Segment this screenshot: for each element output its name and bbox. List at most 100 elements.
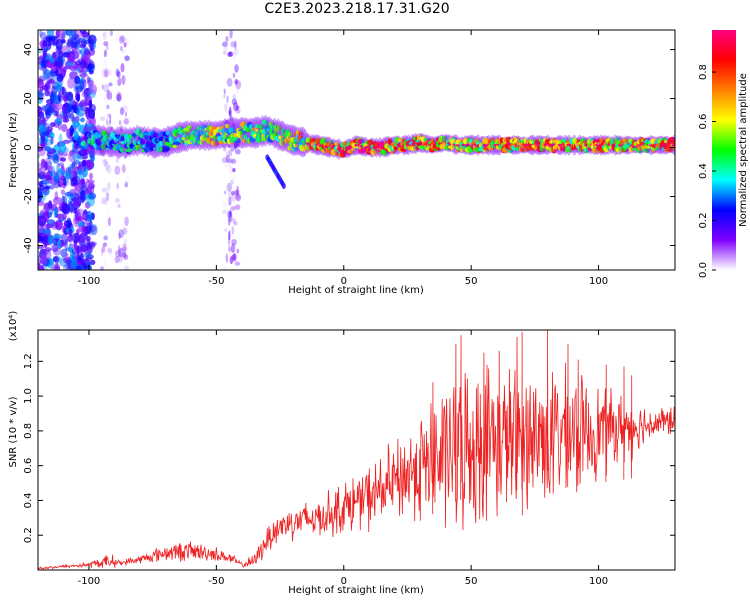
spectrogram-speckle xyxy=(79,73,89,78)
spectrogram-streak xyxy=(228,247,233,253)
spectrogram-speckle xyxy=(38,61,45,71)
spectrogram-speckle xyxy=(38,226,46,232)
spectrogram-y-tick-label: 20 xyxy=(23,92,34,105)
spectrogram-streak xyxy=(103,158,108,167)
spectrogram-speckle xyxy=(51,221,59,231)
spectrogram-speckle xyxy=(45,138,53,146)
spectrogram-speckle xyxy=(57,162,65,167)
spectrogram-streak xyxy=(105,69,112,77)
spectrogram-speckle xyxy=(89,172,93,180)
snr-x-tick-label: 0 xyxy=(341,576,347,587)
spectrogram-speckle xyxy=(82,165,89,176)
snr-y-ticks: 0.2 0.4 0.6 0.8 1.0 1.2 xyxy=(23,353,675,543)
spectrogram-speckle xyxy=(56,73,64,83)
spectrogram-streak xyxy=(221,41,228,47)
spectrogram-streak xyxy=(225,35,229,43)
spectrogram-streak xyxy=(116,91,122,102)
spectrogram-speckle xyxy=(62,104,69,112)
spectrogram-speckle xyxy=(67,77,75,89)
snr-y-tick-label: 0.2 xyxy=(23,527,34,543)
spectrogram-speckle xyxy=(40,139,45,151)
spectrogram-ridge-cell xyxy=(628,146,634,153)
spectrogram-streak xyxy=(103,68,109,78)
spectrogram-speckle xyxy=(57,206,62,212)
spectrogram-streak xyxy=(115,79,122,86)
spectrogram-speckle xyxy=(60,248,68,258)
spectrogram-speckle xyxy=(38,105,43,117)
spectrogram-speckle xyxy=(62,111,66,123)
spectrogram-speckle xyxy=(54,174,60,181)
snr-y-tick-label: 0.8 xyxy=(23,423,34,439)
spectrogram-streak xyxy=(231,158,237,165)
spectrogram-speckle xyxy=(72,176,81,186)
spectrogram-streak xyxy=(227,210,232,219)
spectrogram-marks xyxy=(38,30,675,270)
spectrogram-streak xyxy=(116,89,121,100)
spectrogram-speckle xyxy=(69,188,77,195)
spectrogram-speckle xyxy=(76,208,84,218)
spectrogram-ridge-cell xyxy=(387,138,392,145)
spectrogram-speckle xyxy=(75,67,80,74)
spectrogram-y-axis-label: Frequency (Hz) xyxy=(8,112,19,188)
spectrogram-streak xyxy=(228,149,233,157)
spectrogram-streak xyxy=(110,92,113,101)
spectrogram-ridge-cell xyxy=(261,119,269,125)
spectrogram-speckle xyxy=(61,203,71,215)
spectrogram-speckle xyxy=(51,244,59,253)
spectrogram-y-tick-label: -40 xyxy=(23,237,34,253)
spectrogram-streak xyxy=(232,72,235,78)
spectrogram-ridge-cell xyxy=(97,140,103,145)
snr-y-axis-label: SNR (10 * v/v) xyxy=(8,396,19,467)
spectrogram-speckle xyxy=(44,229,52,235)
spectrogram-speckle xyxy=(88,63,95,70)
spectrogram-ridge-cell xyxy=(334,141,340,146)
spectrogram-speckle xyxy=(73,207,78,214)
spectrogram-speckle xyxy=(83,88,88,98)
spectrogram-speckle xyxy=(63,147,69,153)
spectrogram-streak xyxy=(236,87,239,95)
spectrogram-speckle xyxy=(87,183,95,190)
spectrogram-speckle xyxy=(38,167,47,175)
spectrogram-ridge-cell xyxy=(367,139,374,146)
spectrogram-panel: -100 -50 0 50 100 -40 -20 0 20 40 Height of stra… xyxy=(8,29,676,296)
spectrogram-speckle xyxy=(55,84,63,93)
spectrogram-speckle xyxy=(46,126,54,132)
spectrogram-streak xyxy=(229,107,233,114)
spectrogram-streak xyxy=(228,164,234,175)
spectrogram-speckle xyxy=(71,30,77,38)
spectrogram-speckle xyxy=(58,30,66,40)
spectrogram-streak xyxy=(226,77,233,87)
spectrogram-y-tick-label: 0 xyxy=(23,144,34,150)
page-title: C2E3.2023.218.17.31.G20 xyxy=(264,1,450,17)
spectrogram-streak xyxy=(106,113,111,118)
spectrogram-speckle xyxy=(55,219,63,231)
spectrogram-ridge-cell xyxy=(242,138,247,144)
spectrogram-streak xyxy=(102,242,108,247)
spectrogram-speckle xyxy=(55,256,62,264)
spectrogram-speckle xyxy=(42,40,48,47)
spectrogram-speckle xyxy=(81,159,87,166)
spectrogram-streak xyxy=(223,46,228,51)
spectrogram-speckle xyxy=(47,165,53,172)
snr-y-tick-label: 1.0 xyxy=(23,388,34,404)
spectrogram-streak xyxy=(236,248,240,254)
spectrogram-speckle xyxy=(50,136,54,145)
spectrogram-streak xyxy=(116,182,119,190)
spectrogram-speckle xyxy=(76,37,83,45)
spectrogram-streak xyxy=(108,120,112,126)
spectrogram-speckle xyxy=(84,167,89,172)
spectrogram-speckle xyxy=(69,112,74,119)
spectrogram-speckle xyxy=(88,242,95,250)
colorbar-tick-label: 0.4 xyxy=(698,163,709,179)
spectrogram-speckle xyxy=(44,174,52,181)
spectrogram-speckle xyxy=(72,207,78,214)
spectrogram-streak xyxy=(123,118,130,125)
spectrogram-speckle xyxy=(47,160,53,166)
spectrogram-speckle xyxy=(45,249,52,261)
spectrogram-speckle xyxy=(85,188,92,195)
spectrogram-speckle xyxy=(83,101,90,107)
spectrogram-x-tick-label: 0 xyxy=(341,276,347,287)
spectrogram-ridge-cell xyxy=(672,139,675,145)
spectrogram-ridge-cell xyxy=(225,123,231,129)
spectrogram-streak xyxy=(101,160,105,164)
